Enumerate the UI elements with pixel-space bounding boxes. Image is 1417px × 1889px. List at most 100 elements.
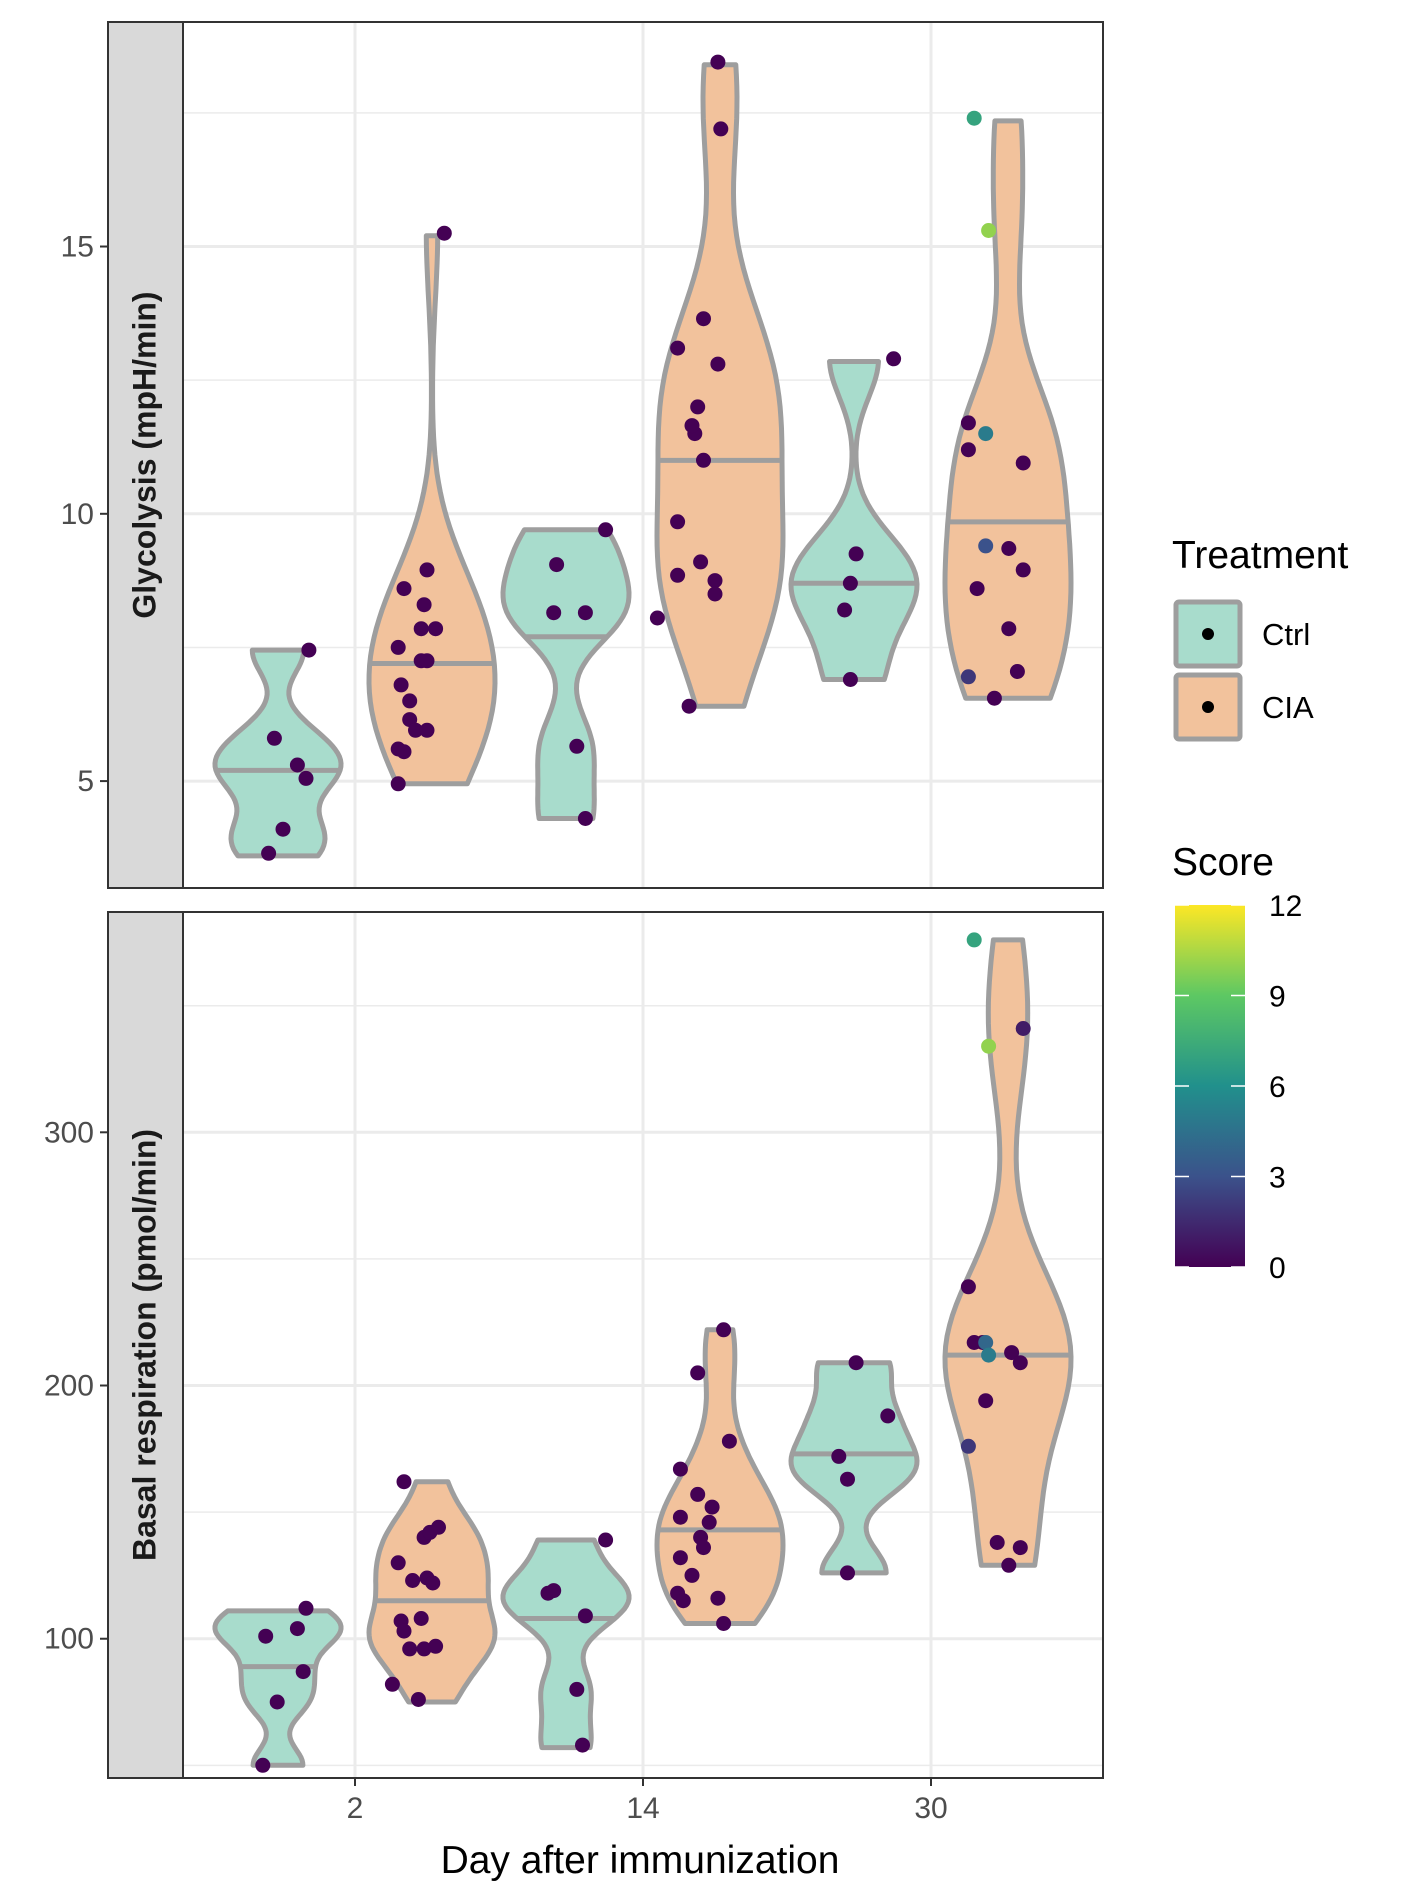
data-point xyxy=(425,1575,441,1591)
data-point xyxy=(670,567,686,583)
data-point xyxy=(298,770,314,786)
data-point xyxy=(848,1355,864,1371)
violin-14-cia xyxy=(654,1327,786,1626)
data-point xyxy=(981,223,997,238)
violin-shape xyxy=(788,359,920,682)
data-point xyxy=(710,356,726,372)
data-point xyxy=(258,1628,274,1644)
data-point xyxy=(419,562,435,578)
violin-14-ctrl xyxy=(500,527,632,821)
data-point xyxy=(960,1279,976,1295)
data-point xyxy=(710,54,726,70)
violin-shape xyxy=(500,1537,632,1751)
score-legend-title: Score xyxy=(1172,841,1274,884)
data-point xyxy=(390,776,406,792)
data-point xyxy=(577,1608,593,1624)
strip-background xyxy=(107,21,184,889)
data-point xyxy=(1015,455,1031,471)
legend-key-cia: CIA xyxy=(1173,672,1314,742)
data-point xyxy=(261,845,277,861)
data-point xyxy=(396,581,412,597)
data-point xyxy=(672,1509,688,1525)
data-point xyxy=(413,621,429,637)
data-point xyxy=(393,677,409,693)
legend-dot-ctrl xyxy=(1202,628,1214,640)
data-point xyxy=(1001,541,1017,556)
data-point xyxy=(416,1641,432,1657)
data-point xyxy=(690,399,706,415)
data-point xyxy=(419,722,435,738)
data-point xyxy=(301,642,317,658)
violin-2-ctrl xyxy=(212,647,344,859)
data-point xyxy=(707,573,723,589)
data-point xyxy=(649,610,665,626)
colorbar-tick-label: 6 xyxy=(1269,1071,1286,1104)
data-point xyxy=(575,1737,590,1753)
data-point xyxy=(710,1590,726,1606)
data-point xyxy=(978,1393,994,1409)
data-point xyxy=(598,1532,614,1548)
data-point xyxy=(690,1365,706,1381)
data-point xyxy=(886,351,902,367)
data-point xyxy=(989,1535,1005,1550)
data-point xyxy=(978,426,994,442)
data-point xyxy=(546,605,562,621)
data-point xyxy=(978,1335,994,1350)
data-point xyxy=(577,811,593,826)
data-point xyxy=(549,557,565,573)
data-point xyxy=(416,597,432,613)
data-point xyxy=(670,514,686,530)
violin-2-cia xyxy=(366,1479,498,1705)
data-point xyxy=(670,340,686,356)
x-tick-label: 14 xyxy=(626,1792,659,1825)
data-point xyxy=(1001,621,1017,637)
data-point xyxy=(716,1322,732,1338)
strip-background xyxy=(107,911,184,1779)
data-point xyxy=(981,1038,997,1054)
data-point xyxy=(672,1550,688,1566)
y-tick-label: 100 xyxy=(44,1623,94,1656)
data-point xyxy=(1012,1355,1028,1371)
data-point xyxy=(960,415,976,431)
violin-30-cia xyxy=(942,118,1074,701)
colorbar-tick-label: 0 xyxy=(1269,1252,1286,1285)
violin-shape xyxy=(500,527,632,821)
data-point xyxy=(986,690,1002,706)
data-point xyxy=(431,1519,446,1535)
data-point xyxy=(390,1555,406,1571)
x-axis: 2 14 30 xyxy=(347,1778,948,1825)
data-point xyxy=(298,1600,314,1616)
data-point xyxy=(1012,1540,1028,1556)
data-point xyxy=(713,121,729,137)
score-legend: Score 12 9 6 3 0 xyxy=(1172,841,1302,1285)
score-ticks: 12 9 6 3 0 xyxy=(1175,890,1302,1285)
legend-key-ctrl: Ctrl xyxy=(1173,599,1310,669)
data-point xyxy=(598,522,614,538)
data-point xyxy=(716,1616,732,1631)
data-point xyxy=(721,1433,737,1449)
data-point xyxy=(295,1664,311,1680)
data-point xyxy=(1015,1021,1031,1036)
data-point xyxy=(1015,562,1031,578)
data-point xyxy=(289,1621,305,1637)
data-point xyxy=(1001,1557,1017,1573)
data-point xyxy=(419,653,435,669)
data-point xyxy=(255,1757,271,1773)
data-point xyxy=(269,1694,285,1710)
strip-label: Basal respiration (pmol/min) xyxy=(126,1129,162,1561)
legend-dot-cia xyxy=(1202,701,1214,713)
violin-14-ctrl xyxy=(500,1537,632,1751)
data-point xyxy=(405,1573,421,1588)
data-point xyxy=(684,1567,700,1583)
data-point xyxy=(704,1499,720,1515)
data-point xyxy=(396,744,412,760)
data-point xyxy=(577,605,593,621)
panel-1: Glycolysis (mpH/min) 5 10 15 xyxy=(61,21,1104,889)
data-point xyxy=(408,722,423,738)
y-tick-label: 15 xyxy=(61,231,94,264)
data-point xyxy=(428,1638,444,1654)
violin-14-cia xyxy=(654,62,786,709)
panels: Glycolysis (mpH/min) 5 10 15 Basal respirati… xyxy=(44,21,1104,1779)
data-point xyxy=(960,1438,976,1454)
data-point xyxy=(966,932,982,948)
